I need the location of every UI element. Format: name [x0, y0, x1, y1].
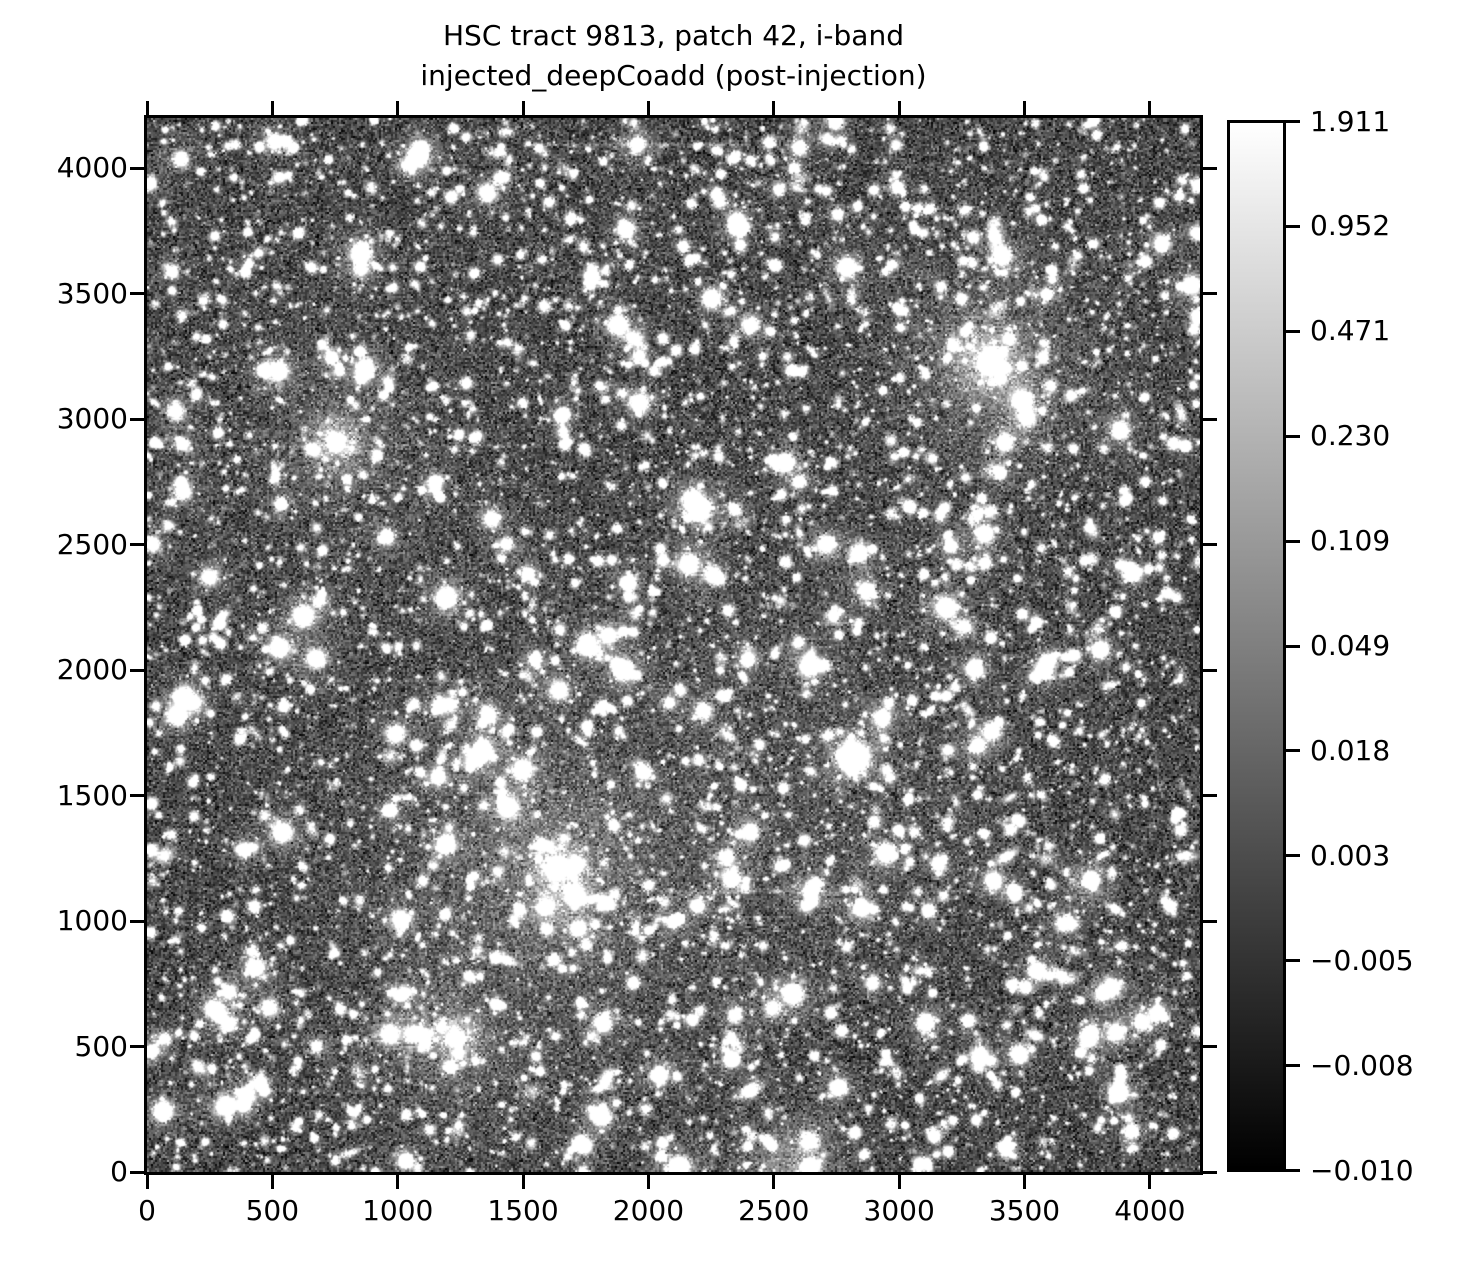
y-axis-tick: [130, 1045, 144, 1049]
y-axis-right-tick: [1203, 292, 1217, 296]
x-axis-tick-label: 1000: [362, 1194, 434, 1227]
x-axis-tick-label: 500: [245, 1194, 300, 1227]
x-axis-top-tick: [646, 101, 650, 115]
x-axis-tick-label: 3000: [863, 1194, 935, 1227]
y-axis-right-tick: [1203, 919, 1217, 923]
colorbar-tick-label: 1.911: [1310, 104, 1391, 138]
x-axis-tick: [521, 1175, 525, 1189]
y-axis-tick: [130, 919, 144, 923]
y-axis-tick-label: 3500: [56, 276, 128, 310]
colorbar-tick-label: 0.230: [1310, 419, 1391, 453]
colorbar-tick: [1286, 959, 1300, 963]
x-axis-tick: [145, 1175, 149, 1189]
colorbar-tick-label: 0.003: [1310, 838, 1391, 872]
x-axis-tick: [1148, 1175, 1152, 1189]
y-axis-tick-label: 1500: [56, 778, 128, 812]
x-axis-tick-label: 1500: [487, 1194, 559, 1227]
x-axis-tick-label: 0: [138, 1194, 156, 1227]
x-axis-tick-label: 4000: [1114, 1194, 1186, 1227]
colorbar-tick-label: −0.008: [1310, 1048, 1414, 1082]
x-axis-top-tick: [1148, 101, 1152, 115]
y-axis-tick: [130, 292, 144, 296]
y-axis-right-tick: [1203, 668, 1217, 672]
y-axis-tick: [130, 543, 144, 547]
x-axis-tick: [646, 1175, 650, 1189]
y-axis-tick: [130, 794, 144, 798]
x-axis-tick-label: 2000: [612, 1194, 685, 1227]
x-axis-tick: [1023, 1175, 1026, 1189]
colorbar-tick-label: −0.010: [1310, 1153, 1414, 1187]
x-axis-top-tick: [521, 101, 525, 115]
x-axis-tick: [772, 1175, 776, 1189]
plot-title: HSC tract 9813, patch 42, i-band injecte…: [147, 16, 1200, 96]
y-axis-tick: [130, 417, 144, 421]
y-axis-right-tick: [1203, 1045, 1217, 1049]
y-axis-tick: [130, 668, 144, 672]
y-axis-tick-label: 3000: [56, 402, 128, 436]
colorbar-tick: [1286, 1064, 1300, 1068]
plot-area: [144, 115, 1203, 1175]
y-axis-tick-label: 2000: [56, 653, 128, 687]
y-axis-right-tick: [1203, 1170, 1217, 1174]
y-axis-tick-label: 4000: [56, 151, 128, 185]
y-axis-tick-label: 0: [110, 1155, 128, 1188]
y-axis-tick: [130, 166, 144, 170]
colorbar-tick: [1286, 644, 1300, 648]
colorbar-tick: [1286, 854, 1300, 858]
colorbar-tick: [1286, 120, 1300, 123]
y-axis-tick-label: 1000: [56, 904, 128, 938]
colorbar-tick: [1286, 224, 1300, 228]
colorbar-tick: [1286, 539, 1300, 543]
y-axis-tick-label: 500: [74, 1029, 128, 1063]
colorbar-tick: [1286, 434, 1300, 438]
y-axis-right-tick: [1203, 543, 1217, 547]
x-axis-top-tick: [1023, 101, 1026, 115]
x-axis-top-tick: [772, 101, 776, 115]
y-axis-right-tick: [1203, 166, 1217, 170]
y-axis-right-tick: [1203, 794, 1217, 798]
colorbar-tick: [1286, 749, 1300, 753]
y-axis-tick-label: 2500: [56, 527, 128, 561]
plot-title-line-2: injected_deepCoadd (post-injection): [420, 59, 927, 92]
x-axis-tick-label: 2500: [738, 1194, 810, 1227]
colorbar-gradient: [1227, 120, 1286, 1172]
x-axis-tick: [897, 1175, 901, 1189]
y-axis-tick: [130, 1170, 144, 1174]
colorbar-tick-label: 0.049: [1310, 629, 1391, 662]
colorbar-tick-label: −0.005: [1310, 943, 1414, 977]
colorbar-tick-label: 0.471: [1310, 314, 1391, 348]
plot-title-line-1: HSC tract 9813, patch 42, i-band: [443, 19, 904, 52]
coadd-image-canvas: [147, 118, 1200, 1172]
x-axis-top-tick: [145, 101, 149, 115]
x-axis-tick: [270, 1175, 274, 1189]
y-axis-right-tick: [1203, 417, 1217, 421]
colorbar-tick-label: 0.109: [1310, 524, 1391, 558]
x-axis-tick: [396, 1175, 400, 1189]
x-axis-top-tick: [897, 101, 901, 115]
x-axis-top-tick: [270, 101, 274, 115]
x-axis-top-tick: [396, 101, 400, 115]
colorbar-tick: [1286, 329, 1300, 333]
colorbar-tick-label: 0.018: [1310, 733, 1391, 767]
colorbar-tick-label: 0.952: [1310, 209, 1391, 243]
x-axis-tick-label: 3500: [988, 1194, 1061, 1227]
colorbar-tick: [1286, 1169, 1300, 1172]
